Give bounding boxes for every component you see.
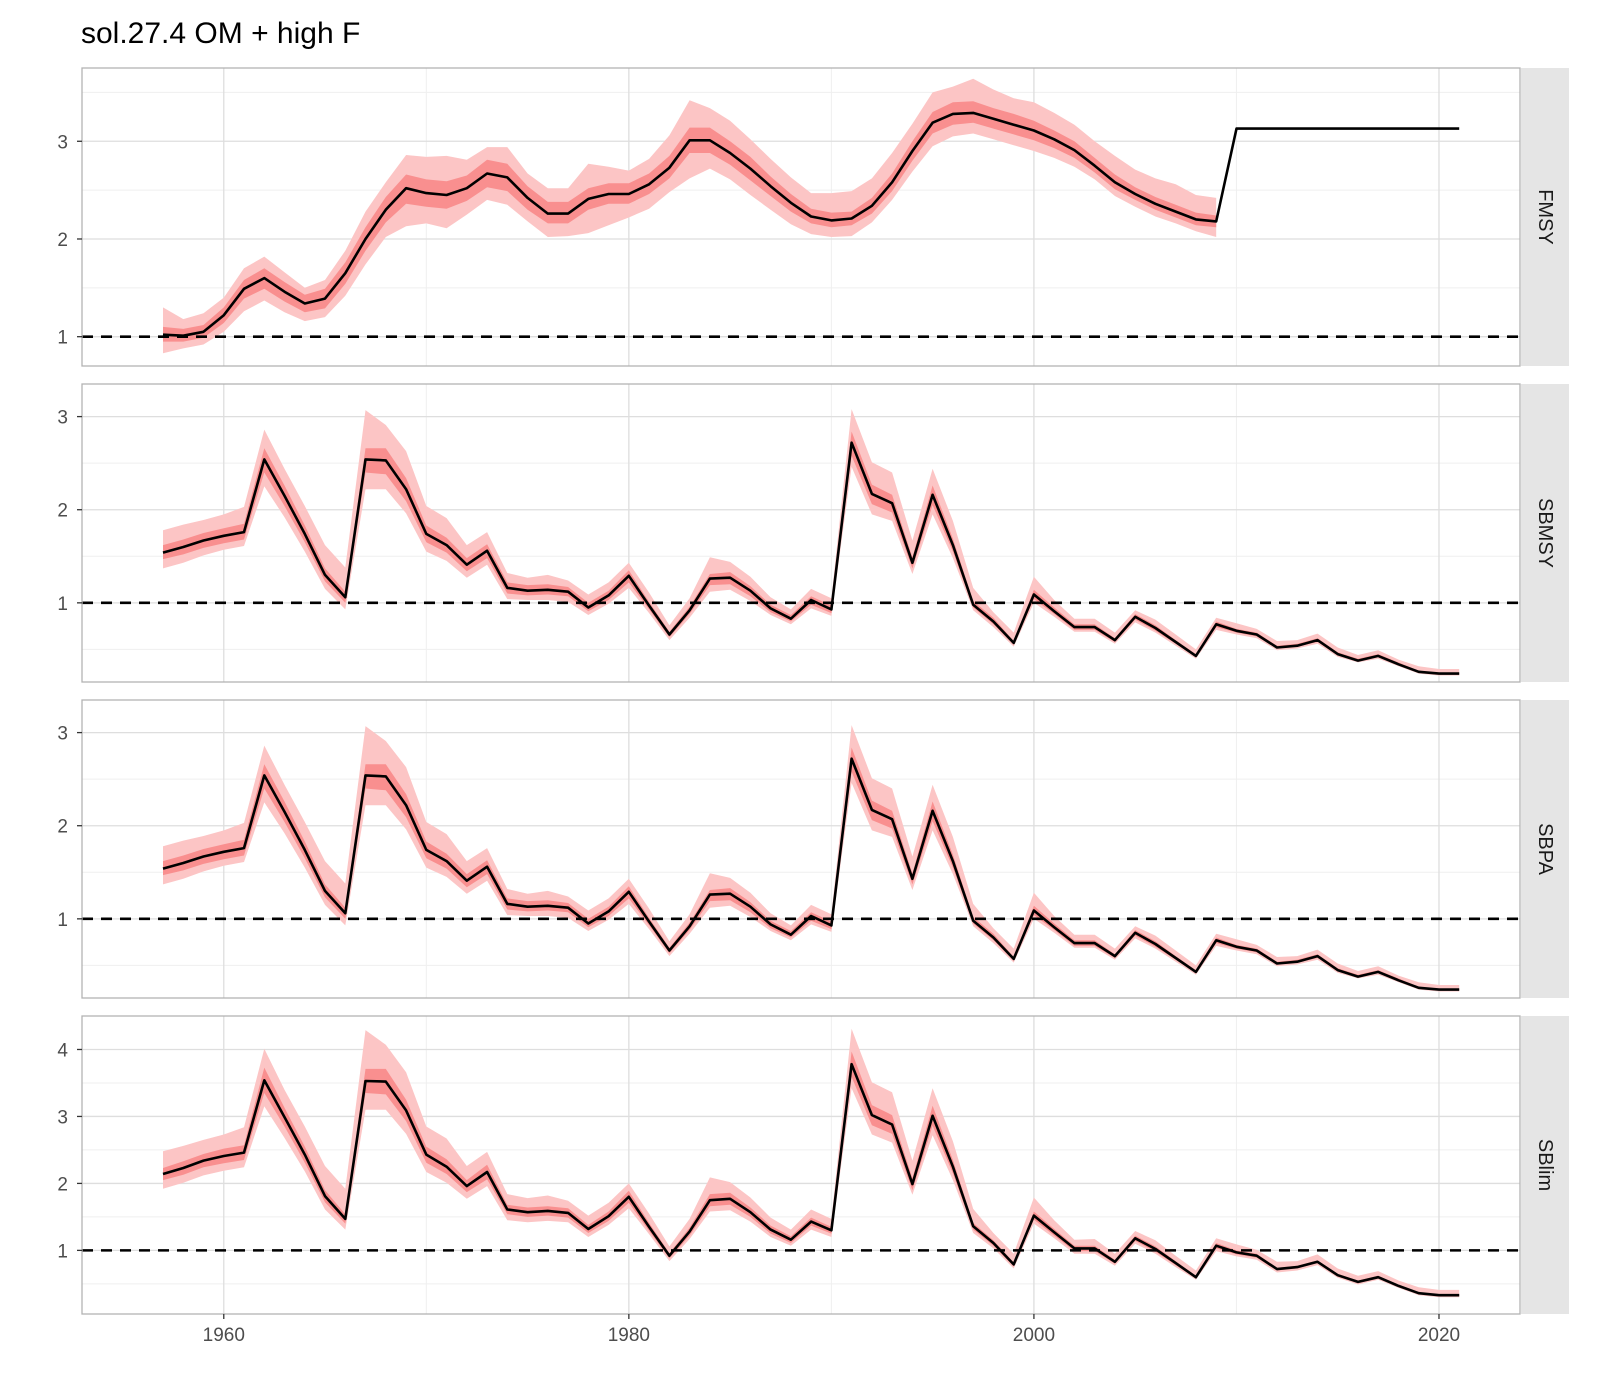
x-axis: 1960 1980 2000 2020 <box>203 1314 1460 1346</box>
chart-title: sol.27.4 OM + high F <box>81 17 360 50</box>
x-tick-label: 1960 <box>203 1325 245 1346</box>
panel-content <box>82 409 1520 676</box>
y-tick-label: 2 <box>57 230 68 251</box>
y-tick-label: 3 <box>57 724 68 745</box>
y-tick-label: 4 <box>57 1040 68 1061</box>
facet-strip-label: FMSY <box>1534 189 1556 245</box>
facet-strip-label: SBPA <box>1534 823 1556 876</box>
panel-content <box>82 78 1520 354</box>
x-tick-label: 1980 <box>608 1325 650 1346</box>
panel-border <box>81 699 1521 999</box>
y-tick-label: 3 <box>57 132 68 153</box>
y-tick-label: 3 <box>57 1107 68 1128</box>
panel-sbmsy: 1 2 3 SBMSY <box>57 383 1569 683</box>
facet-strip-label: SBlim <box>1534 1139 1556 1191</box>
median-line <box>162 1062 1460 1297</box>
panel-background <box>82 700 1520 998</box>
facet-strip <box>1521 700 1569 998</box>
facet-strip-label: SBMSY <box>1534 498 1556 568</box>
median-line <box>162 757 1460 991</box>
inner-interval-band <box>163 101 1217 342</box>
panel-border <box>81 67 1521 367</box>
y-tick-label: 2 <box>57 817 68 838</box>
median-line <box>162 441 1460 675</box>
panel-border <box>81 1015 1521 1315</box>
y-tick-label: 2 <box>57 501 68 522</box>
x-tick-label: 2020 <box>1418 1325 1460 1346</box>
y-tick-label: 1 <box>57 1241 68 1262</box>
y-tick-label: 1 <box>57 594 68 615</box>
panel-sblim: 1 2 3 4 SBlim <box>57 1015 1569 1315</box>
facet-panels: 1 2 3 FMSY 1 2 3 SBMSY 1 2 3 SBPA 1 2 3 4 SBlim <box>57 67 1569 1315</box>
facet-strip <box>1521 1016 1569 1314</box>
x-tick-label: 2000 <box>1013 1325 1055 1346</box>
panel-fmsy: 1 2 3 FMSY <box>57 67 1569 367</box>
panel-background <box>82 1016 1520 1314</box>
y-tick-label: 1 <box>57 910 68 931</box>
panel-background <box>82 384 1520 682</box>
panel-sbpa: 1 2 3 SBPA <box>57 699 1569 999</box>
y-tick-label: 1 <box>57 328 68 349</box>
median-line <box>162 111 1460 338</box>
facet-strip <box>1521 384 1569 682</box>
panel-border <box>81 383 1521 683</box>
panel-content <box>82 1028 1520 1298</box>
panel-content <box>82 725 1520 992</box>
y-tick-label: 2 <box>57 1174 68 1195</box>
facet-strip <box>1521 68 1569 366</box>
y-tick-label: 3 <box>57 408 68 429</box>
